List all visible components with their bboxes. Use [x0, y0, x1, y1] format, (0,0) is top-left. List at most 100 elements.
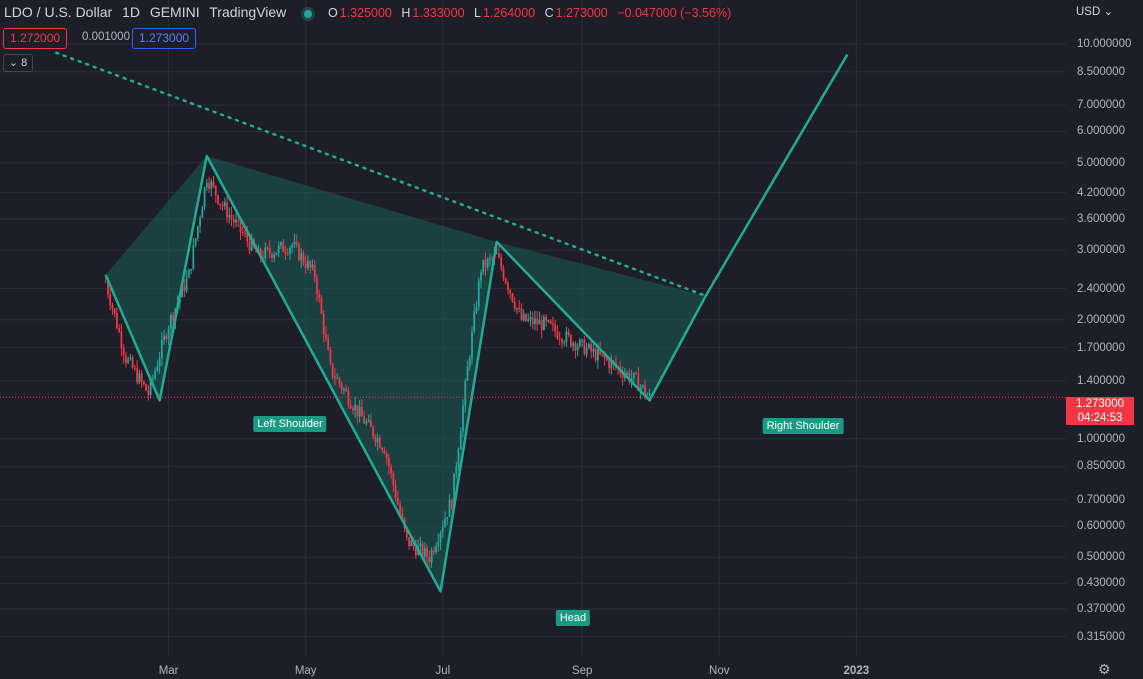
- candle-body: [632, 372, 635, 379]
- candle-body: [248, 241, 251, 251]
- currency-label: USD: [1076, 6, 1101, 18]
- candle-body: [347, 391, 350, 405]
- candle-body: [525, 313, 527, 321]
- candle-body: [145, 384, 148, 391]
- candle-body: [421, 543, 424, 557]
- candle-body: [572, 343, 575, 347]
- candle-body: [610, 360, 613, 369]
- indicators-toggle[interactable]: ⌄ 8: [3, 54, 33, 72]
- candle-body: [444, 518, 446, 527]
- candle-body: [120, 331, 123, 348]
- candle-body: [462, 405, 464, 432]
- candle-body: [565, 331, 568, 343]
- interval-label[interactable]: 1D: [122, 4, 140, 20]
- candle-body: [351, 408, 354, 411]
- currency-selector[interactable]: USD ⌄: [1076, 4, 1113, 18]
- symbol-header[interactable]: LDO / U.S. Dollar 1D GEMINI TradingView: [4, 4, 292, 20]
- price-tick-label: 0.370000: [1077, 603, 1125, 615]
- head-shoulders-pattern-line[interactable]: [104, 53, 849, 593]
- candle-body: [570, 335, 572, 347]
- candle-body: [410, 540, 413, 547]
- price-tick-label: 0.430000: [1077, 577, 1125, 590]
- candle-body: [540, 320, 543, 330]
- candle-body: [125, 355, 127, 363]
- time-tick-label: May: [294, 665, 317, 677]
- symbol-name[interactable]: LDO / U.S. Dollar: [4, 4, 113, 20]
- candle-body: [313, 264, 316, 278]
- candle-body: [181, 285, 183, 298]
- candle-body: [453, 473, 455, 508]
- candle-body: [167, 328, 170, 340]
- candle-body: [401, 513, 404, 519]
- candle-body: [322, 313, 325, 335]
- candle-body: [549, 320, 552, 324]
- head-label[interactable]: Head: [555, 610, 591, 626]
- left-shoulder-label[interactable]: Left Shoulder: [253, 416, 327, 432]
- candle-body: [363, 416, 366, 424]
- low-key: L: [474, 6, 481, 20]
- candle-body: [309, 261, 312, 268]
- candle-body: [212, 181, 215, 186]
- candle-body: [507, 283, 509, 291]
- exchange-label: GEMINI: [149, 4, 200, 20]
- right-shoulder-label[interactable]: Right Shoulder: [762, 418, 844, 434]
- candle-body: [291, 244, 294, 248]
- candle-body: [626, 372, 628, 375]
- candle-body: [210, 181, 213, 189]
- candle-body: [230, 214, 233, 219]
- price-tick-label: 0.700000: [1077, 493, 1125, 506]
- neckline-trendline[interactable]: [54, 51, 708, 298]
- candle-body: [194, 238, 197, 246]
- candle-body: [590, 343, 593, 352]
- candle-body: [151, 378, 154, 380]
- candle-body: [264, 247, 267, 259]
- candle-body: [381, 447, 384, 450]
- low-value: 1.264000: [482, 6, 536, 20]
- candle-body: [241, 231, 244, 234]
- candle-body: [639, 386, 642, 392]
- candle-body: [385, 453, 388, 459]
- candle-body: [360, 407, 363, 417]
- candle-body: [228, 214, 231, 218]
- indicator-count: 8: [21, 57, 28, 69]
- candle-body: [477, 280, 480, 307]
- candle-body: [563, 342, 566, 344]
- price-tick-label: 6.000000: [1077, 125, 1125, 138]
- candle-body: [558, 338, 561, 340]
- candle-body: [199, 217, 201, 227]
- buy-button[interactable]: 1.273000: [132, 28, 197, 49]
- candle-body: [399, 504, 401, 514]
- candle-body: [129, 357, 132, 359]
- candle-body: [140, 373, 143, 382]
- candle-body: [165, 335, 168, 340]
- price-tick-label: 4.200000: [1077, 186, 1125, 199]
- candle-body: [504, 278, 507, 284]
- candle-body: [446, 516, 449, 519]
- candle-body: [536, 318, 539, 325]
- candle-body: [187, 269, 190, 278]
- price-tick-label: 3.000000: [1077, 244, 1125, 257]
- candle-body: [529, 317, 532, 319]
- candle-body: [284, 251, 287, 253]
- price-tick-label: 0.500000: [1077, 551, 1125, 564]
- price-tick-label: 3.600000: [1077, 213, 1125, 226]
- gear-icon[interactable]: ⚙: [1098, 661, 1111, 677]
- candle-body: [262, 257, 264, 259]
- candle-body: [396, 498, 399, 505]
- candle-body: [369, 419, 372, 427]
- last-price-value: 1.273000: [1076, 398, 1124, 410]
- candle-body: [648, 393, 651, 395]
- candle-body: [334, 376, 336, 379]
- candle-body: [599, 348, 602, 355]
- candle-body: [300, 253, 303, 261]
- candle-body: [522, 313, 525, 320]
- candle-body: [163, 335, 166, 341]
- candle-body: [149, 378, 152, 395]
- candle-body: [219, 203, 222, 205]
- open-value: 1.325000: [339, 6, 392, 20]
- candle-body: [426, 547, 428, 558]
- candle-body: [448, 499, 451, 517]
- candle-body: [250, 239, 253, 251]
- sell-button[interactable]: 1.272000: [3, 28, 68, 49]
